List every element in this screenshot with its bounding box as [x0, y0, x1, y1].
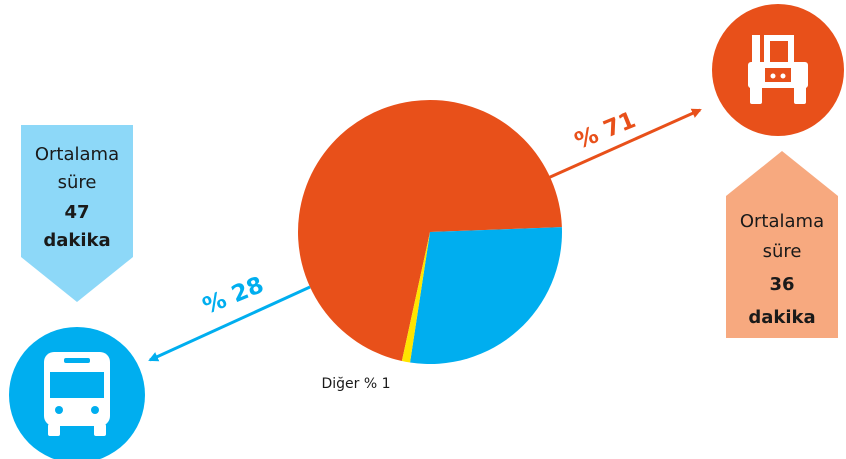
truck-callout-shape	[726, 151, 838, 338]
truck-callout-line2: süre	[763, 241, 802, 262]
bus-arrow	[148, 285, 311, 362]
bus-callout-line1: Ortalama	[35, 144, 119, 165]
other-percent-label: Diğer % 1	[321, 376, 390, 392]
bus-callout-value: 47	[64, 202, 89, 223]
truck-callout-unit: dakika	[748, 307, 815, 328]
truck-duration-callout: Ortalama süre 36 dakika	[726, 151, 838, 338]
pie-slice-truck	[297, 99, 562, 361]
pie-slice-other	[401, 232, 430, 363]
bus-callout-line2: süre	[58, 172, 97, 193]
bus-icon	[9, 327, 145, 459]
bus-callout-shape	[21, 125, 133, 302]
truck-percent-label: % 71	[571, 107, 639, 155]
truck-icon	[712, 4, 844, 136]
truck-callout-line1: Ortalama	[740, 211, 824, 232]
bus-callout-unit: dakika	[43, 230, 110, 251]
bus-duration-callout: Ortalama süre 47 dakika	[21, 125, 133, 302]
pie-slice-bus	[410, 227, 562, 364]
pie	[297, 99, 562, 364]
truck-arrow	[547, 108, 702, 180]
truck-callout-value: 36	[769, 274, 794, 295]
